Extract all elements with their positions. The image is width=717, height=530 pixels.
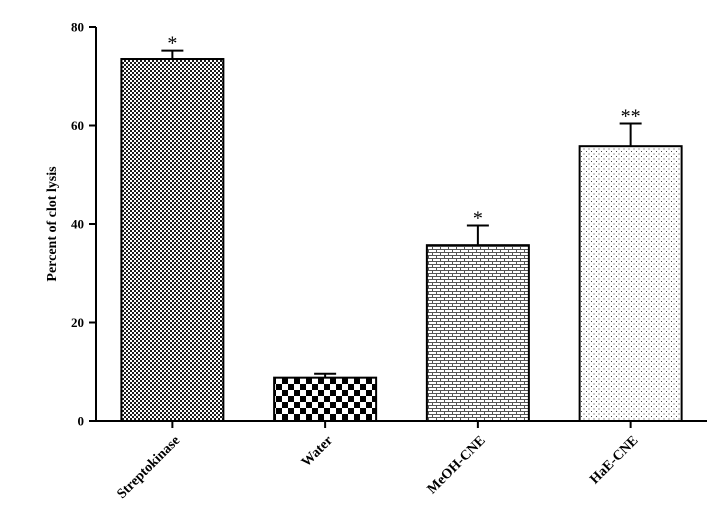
y-axis-title: Percent of clot lysis	[45, 166, 60, 282]
bars: ****	[120, 33, 683, 423]
x-tick-label: Streptokinase	[114, 433, 183, 502]
bar-hae-cne	[578, 145, 683, 422]
bar-streptokinase	[120, 58, 225, 422]
significance-mark: *	[473, 207, 483, 229]
significance-mark: *	[167, 33, 177, 55]
y-tick-label: 20	[71, 315, 84, 330]
x-tick-label: MeOH-CNE	[425, 433, 489, 497]
y-tick-label: 40	[71, 217, 84, 232]
x-tick-label: Water	[299, 433, 336, 470]
y-tick-label: 80	[71, 20, 84, 35]
y-tick-label: 60	[71, 118, 84, 133]
x-tick-labels: Streptokinase Water MeOH-CNE HaE-CNE	[114, 421, 641, 502]
x-tick-label: HaE-CNE	[587, 433, 641, 487]
y-tick-label: 0	[78, 414, 85, 429]
significance-mark: **	[621, 106, 641, 128]
bar-water	[273, 376, 378, 423]
y-ticks: 0 20 40 60 80	[71, 20, 96, 429]
bar-meoh-cne	[425, 244, 530, 422]
